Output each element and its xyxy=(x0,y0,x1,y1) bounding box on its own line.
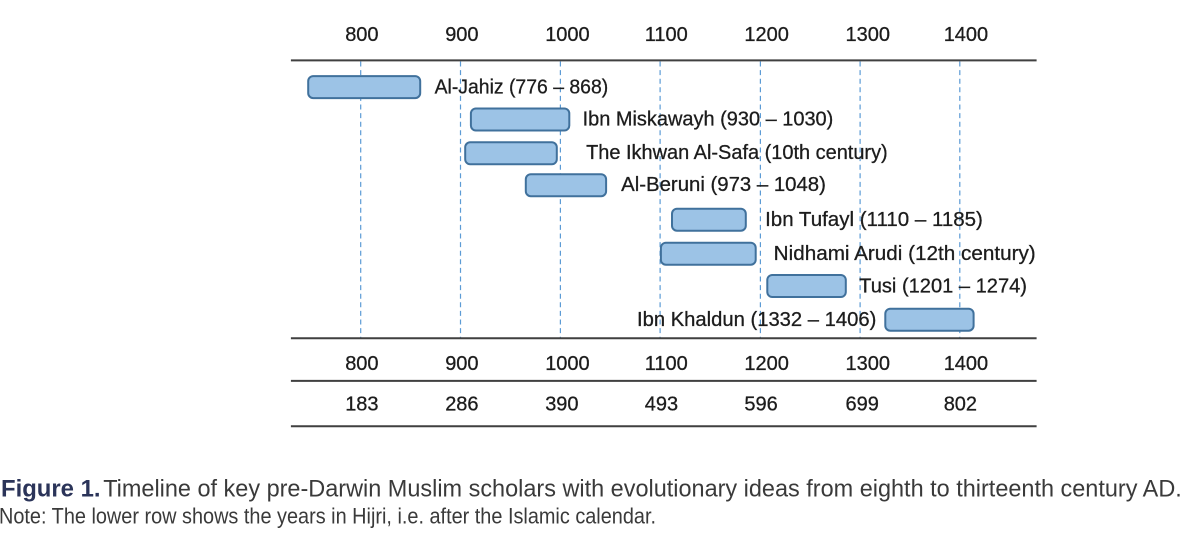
svg-text:Timeline of key pre-Darwin Mus: Timeline of key pre-Darwin Muslim schola… xyxy=(103,475,1182,502)
svg-text:Ibn Khaldun (1332 – 1406): Ibn Khaldun (1332 – 1406) xyxy=(637,309,876,331)
svg-text:Ibn Tufayl (1110 – 1185): Ibn Tufayl (1110 – 1185) xyxy=(765,209,983,231)
svg-text:1400: 1400 xyxy=(944,24,989,46)
svg-text:Ibn Miskawayh (930 – 1030): Ibn Miskawayh (930 – 1030) xyxy=(583,108,834,130)
svg-text:1100: 1100 xyxy=(645,353,688,375)
svg-text:800: 800 xyxy=(345,24,378,46)
svg-text:390: 390 xyxy=(545,394,578,416)
svg-text:The Ikhwan Al-Safa (10th centu: The Ikhwan Al-Safa (10th century) xyxy=(586,142,888,164)
svg-text:1300: 1300 xyxy=(846,353,891,375)
svg-text:286: 286 xyxy=(445,394,478,416)
svg-text:900: 900 xyxy=(445,24,478,46)
svg-text:1400: 1400 xyxy=(944,353,989,375)
svg-text:1200: 1200 xyxy=(744,24,789,46)
svg-text:802: 802 xyxy=(944,394,977,416)
svg-text:596: 596 xyxy=(744,394,777,416)
svg-text:Nidhami Arudi (12th century): Nidhami Arudi (12th century) xyxy=(774,243,1036,265)
svg-text:493: 493 xyxy=(645,394,678,416)
svg-text:800: 800 xyxy=(345,353,378,375)
svg-text:1000: 1000 xyxy=(545,353,590,375)
svg-text:Figure 1.: Figure 1. xyxy=(1,475,101,502)
svg-text:1000: 1000 xyxy=(545,24,590,46)
svg-text:699: 699 xyxy=(846,394,879,416)
svg-text:1100: 1100 xyxy=(645,24,688,46)
svg-text:Al-Beruni (973 – 1048): Al-Beruni (973 – 1048) xyxy=(621,174,826,196)
svg-text:1300: 1300 xyxy=(846,24,891,46)
svg-text:Al-Jahiz (776 – 868): Al-Jahiz (776 – 868) xyxy=(435,76,609,98)
svg-text:Note: The lower row shows the: Note: The lower row shows the years in H… xyxy=(0,503,656,528)
svg-text:1200: 1200 xyxy=(744,353,789,375)
svg-text:183: 183 xyxy=(345,394,378,416)
svg-text:Tusi (1201 – 1274): Tusi (1201 – 1274) xyxy=(859,275,1027,297)
svg-text:900: 900 xyxy=(445,353,478,375)
